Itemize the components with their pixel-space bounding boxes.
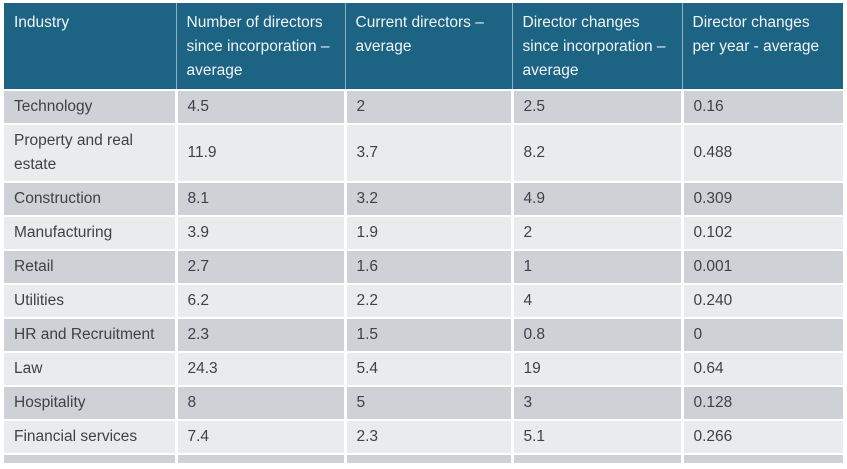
value-cell: 2.2 [343, 283, 512, 318]
industry-cell: Law [4, 351, 176, 386]
value-cell: 2.3 [343, 419, 512, 454]
industry-cell: Technology [4, 89, 176, 124]
industry-directors-table: Industry Number of directors since incor… [4, 3, 843, 463]
value-cell: 0.309 [680, 181, 843, 216]
value-cell: 19 [510, 351, 682, 386]
value-cell: 2 [343, 89, 512, 124]
industry-cell: Retail [4, 249, 176, 284]
industry-cell: Manufacturing [4, 215, 176, 250]
column-header-current-directors: Current directors – average [344, 3, 512, 91]
table-row: Utilities 6.2 2.2 4 0.240 [4, 283, 843, 318]
column-header-changes-per-year: Director changes per year - average [681, 3, 843, 91]
industry-cell: HR and Recruitment [4, 317, 176, 352]
industry-cell: Construction [4, 181, 176, 216]
value-cell: 8 [174, 385, 345, 420]
table-row: Construction 8.1 3.2 4.9 0.309 [4, 181, 843, 216]
value-cell: 5 [343, 385, 512, 420]
industry-cell: Property and real estate [4, 123, 176, 182]
table-row: Retail 2.7 1.6 1 0.001 [4, 249, 843, 284]
value-cell: 0.102 [680, 215, 843, 250]
value-cell: 3.9 [174, 215, 345, 250]
value-cell: 0.001 [680, 249, 843, 284]
column-header-directors-since-incorporation: Number of directors since incorporation … [175, 3, 345, 91]
value-cell: 0 [680, 317, 843, 352]
empty-cell [174, 453, 345, 463]
value-cell: 8.1 [174, 181, 345, 216]
value-cell: 4 [510, 283, 682, 318]
value-cell: 8.2 [510, 123, 682, 182]
value-cell: 4.5 [174, 89, 345, 124]
value-cell: 3 [510, 385, 682, 420]
industry-cell: Hospitality [4, 385, 176, 420]
table-row: Law 24.3 5.4 19 0.64 [4, 351, 843, 386]
value-cell: 4.9 [510, 181, 682, 216]
value-cell: 11.9 [174, 123, 345, 182]
value-cell: 0.488 [680, 123, 843, 182]
value-cell: 1.5 [343, 317, 512, 352]
header-row: Industry Number of directors since incor… [4, 3, 843, 91]
table-row: Technology 4.5 2 2.5 0.16 [4, 89, 843, 124]
value-cell: 7.4 [174, 419, 345, 454]
empty-cell [680, 453, 843, 463]
value-cell: 1.6 [343, 249, 512, 284]
value-cell: 2.3 [174, 317, 345, 352]
industry-cell: Utilities [4, 283, 176, 318]
value-cell: 2.7 [174, 249, 345, 284]
value-cell: 0.8 [510, 317, 682, 352]
value-cell: 2 [510, 215, 682, 250]
value-cell: 3.7 [343, 123, 512, 182]
table-row: Property and real estate 11.9 3.7 8.2 0.… [4, 123, 843, 182]
value-cell: 0.16 [680, 89, 843, 124]
column-header-industry: Industry [4, 3, 176, 91]
value-cell: 6.2 [174, 283, 345, 318]
empty-cell [510, 453, 682, 463]
value-cell: 0.240 [680, 283, 843, 318]
empty-cell [4, 453, 176, 463]
table-row: Manufacturing 3.9 1.9 2 0.102 [4, 215, 843, 250]
column-header-director-changes: Director changes since incorporation – a… [511, 3, 682, 91]
value-cell: 0.266 [680, 419, 843, 454]
table-row: Financial services 7.4 2.3 5.1 0.266 [4, 419, 843, 454]
value-cell: 5.1 [510, 419, 682, 454]
industry-cell: Financial services [4, 419, 176, 454]
empty-cell [343, 453, 512, 463]
table-row: HR and Recruitment 2.3 1.5 0.8 0 [4, 317, 843, 352]
value-cell: 0.128 [680, 385, 843, 420]
table-row: Hospitality 8 5 3 0.128 [4, 385, 843, 420]
value-cell: 1.9 [343, 215, 512, 250]
value-cell: 24.3 [174, 351, 345, 386]
cut-off-next-row [4, 453, 843, 463]
value-cell: 1 [510, 249, 682, 284]
value-cell: 2.5 [510, 89, 682, 124]
value-cell: 0.64 [680, 351, 843, 386]
value-cell: 5.4 [343, 351, 512, 386]
value-cell: 3.2 [343, 181, 512, 216]
